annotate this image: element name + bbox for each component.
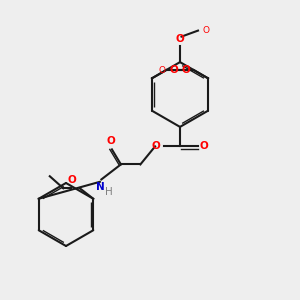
Text: O: O — [106, 136, 115, 146]
Text: O: O — [151, 141, 160, 151]
Text: O: O — [159, 66, 166, 74]
Text: N: N — [95, 182, 104, 192]
Text: O: O — [202, 26, 209, 35]
Text: O: O — [200, 141, 208, 152]
Text: O: O — [68, 175, 76, 185]
Text: O: O — [170, 65, 178, 75]
Text: O: O — [182, 65, 190, 75]
Text: O: O — [176, 34, 184, 44]
Text: H: H — [105, 187, 113, 197]
